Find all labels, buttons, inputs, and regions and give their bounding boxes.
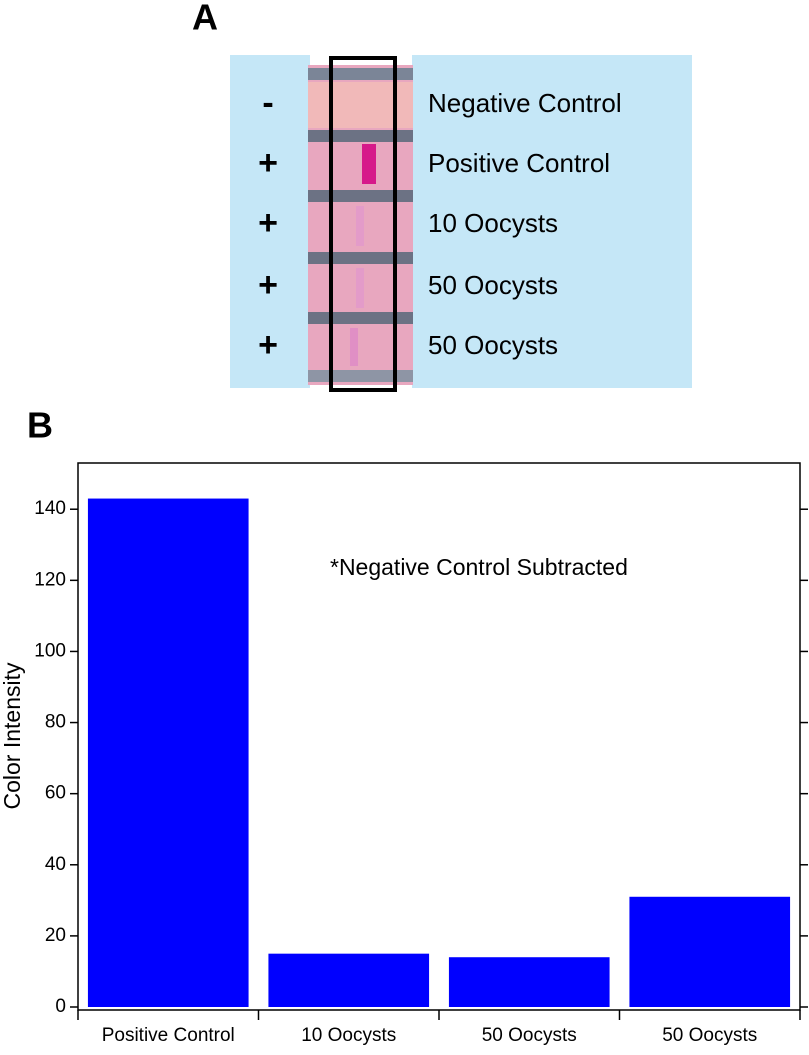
bar (448, 957, 610, 1007)
x-tick-label: 50 Oocysts (662, 1025, 757, 1046)
x-tick-label: 50 Oocysts (482, 1025, 577, 1046)
x-tick-label: Positive Control (102, 1025, 235, 1046)
row-label: 10 Oocysts (428, 208, 558, 238)
background (230, 55, 310, 388)
sign: + (258, 266, 278, 304)
y-tick-label: 140 (34, 498, 66, 519)
y-tick-label: 100 (34, 640, 66, 661)
bar-chart: 0 20 40 60 80 100 120 140 Color Intensity *Negati… (0, 462, 808, 1046)
sign: - (262, 84, 273, 122)
row-label: Positive Control (428, 148, 610, 178)
y-tick-label: 40 (45, 854, 66, 875)
y-tick-label: 60 (45, 783, 66, 804)
y-tick-label: 20 (45, 925, 66, 946)
panel-label: B (27, 405, 53, 446)
test-strip (308, 56, 413, 392)
y-axis-label: Color Intensity (0, 662, 25, 810)
row-label: Negative Control (428, 88, 622, 118)
bar (87, 498, 249, 1007)
sign: + (258, 326, 278, 364)
annotation: *Negative Control Subtracted (330, 554, 628, 580)
y-tick-label: 80 (45, 712, 66, 733)
bar (268, 953, 430, 1007)
strip-rows: - Negative Control + Positive Control + 10 Oo… (258, 84, 622, 364)
x-tick-label: 10 Oocysts (301, 1025, 396, 1046)
bar (629, 896, 791, 1007)
y-tick-label: 120 (34, 569, 66, 590)
row-label: 50 Oocysts (428, 270, 558, 300)
sign: + (258, 144, 278, 182)
background (412, 55, 692, 388)
panel-label: A (192, 0, 218, 38)
sign: + (258, 204, 278, 242)
y-tick-label: 0 (55, 996, 66, 1017)
row-label: 50 Oocysts (428, 330, 558, 360)
